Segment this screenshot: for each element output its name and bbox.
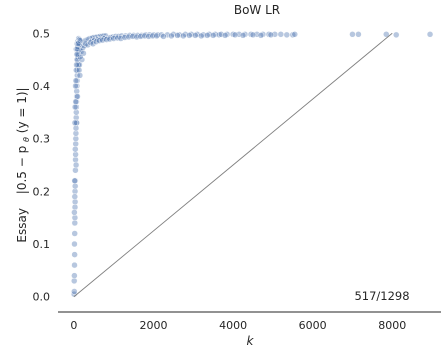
data-point <box>74 72 81 79</box>
data-point <box>249 31 257 39</box>
x-tick-labels: 0 2000 4000 6000 8000 <box>70 319 406 332</box>
data-point <box>203 32 211 39</box>
data-point <box>71 240 78 248</box>
data-point <box>74 93 81 100</box>
data-point <box>70 277 78 285</box>
y-tick-label: 0.1 <box>33 238 51 251</box>
data-point <box>192 32 199 39</box>
data-point <box>221 32 229 39</box>
data-point <box>71 182 79 190</box>
data-point <box>73 61 80 69</box>
data-point <box>72 151 79 158</box>
data-point <box>72 167 79 174</box>
data-point <box>168 32 175 40</box>
data-point <box>71 219 79 227</box>
chart-title: BoW LR <box>234 3 280 17</box>
y-axis-label-prefix: Essay <box>15 208 29 243</box>
data-point <box>231 31 239 39</box>
data-point <box>383 31 390 38</box>
data-point <box>71 272 78 279</box>
data-point <box>75 66 83 74</box>
x-tick-label: 6000 <box>299 319 327 332</box>
data-point <box>71 251 78 258</box>
data-point <box>71 214 79 221</box>
x-axis-label: k <box>247 334 255 348</box>
data-point <box>71 188 79 195</box>
data-point <box>267 31 275 39</box>
data-point <box>80 50 87 57</box>
x-tick-label: 4000 <box>219 319 247 332</box>
y-tick-label: 0.5 <box>33 27 51 40</box>
data-point <box>71 119 79 127</box>
x-tick-label: 0 <box>70 319 77 332</box>
data-point <box>73 119 80 127</box>
data-point <box>72 77 80 84</box>
data-point <box>198 32 205 40</box>
data-point <box>72 124 80 132</box>
data-point <box>73 109 80 116</box>
x-tick-label: 8000 <box>378 319 406 332</box>
x-tick-label: 2000 <box>140 319 168 332</box>
y-axis-label-theta: θ <box>22 137 31 142</box>
count-annotation: 517/1298 <box>354 289 409 303</box>
reference-line <box>73 32 393 298</box>
data-point <box>73 82 81 90</box>
data-point <box>186 32 193 39</box>
data-point <box>73 87 80 95</box>
data-point <box>180 32 187 40</box>
data-point <box>72 98 79 106</box>
y-axis-label-suffix: (y = 1)| <box>15 87 29 133</box>
y-tick-labels: 0.0 0.1 0.2 0.3 0.4 0.5 <box>33 27 51 303</box>
data-point <box>82 40 90 48</box>
y-tick-label: 0.4 <box>33 80 51 93</box>
data-point <box>209 32 217 39</box>
data-point <box>291 31 299 38</box>
data-point <box>71 288 78 295</box>
data-point <box>349 31 356 38</box>
y-axis-label: Essay |0.5 − p θ (y = 1)| <box>15 87 32 242</box>
scatter-points <box>70 31 434 298</box>
data-point <box>71 203 79 211</box>
data-point <box>283 31 291 39</box>
data-point <box>71 103 79 111</box>
data-point <box>77 53 84 61</box>
data-point <box>355 31 362 38</box>
data-point <box>71 193 79 200</box>
data-point <box>277 31 285 38</box>
data-point <box>71 230 78 237</box>
data-point <box>239 32 247 39</box>
data-point <box>71 198 79 206</box>
data-point <box>72 161 80 169</box>
data-point <box>160 33 167 40</box>
y-tick-label: 0.0 <box>33 291 51 304</box>
data-point <box>71 177 78 185</box>
data-point <box>71 261 78 269</box>
data-point <box>72 156 79 163</box>
data-point <box>72 114 80 121</box>
data-point <box>71 209 78 216</box>
data-point <box>257 32 265 39</box>
data-point <box>74 45 81 53</box>
data-point <box>174 32 181 39</box>
data-point <box>72 82 79 90</box>
data-point <box>72 135 80 142</box>
data-point <box>73 51 81 58</box>
data-point <box>117 35 125 42</box>
data-point <box>74 40 82 48</box>
data-point <box>76 72 84 79</box>
y-tick-label: 0.3 <box>33 133 51 146</box>
data-point <box>89 40 97 48</box>
y-tick-label: 0.2 <box>33 185 51 198</box>
data-point <box>72 145 79 153</box>
data-point <box>72 130 80 137</box>
data-point <box>392 31 400 39</box>
y-axis-label-expr: |0.5 − p <box>15 146 29 194</box>
data-point <box>153 32 160 40</box>
data-point <box>72 140 79 148</box>
data-point <box>76 37 84 44</box>
data-point <box>426 31 434 38</box>
